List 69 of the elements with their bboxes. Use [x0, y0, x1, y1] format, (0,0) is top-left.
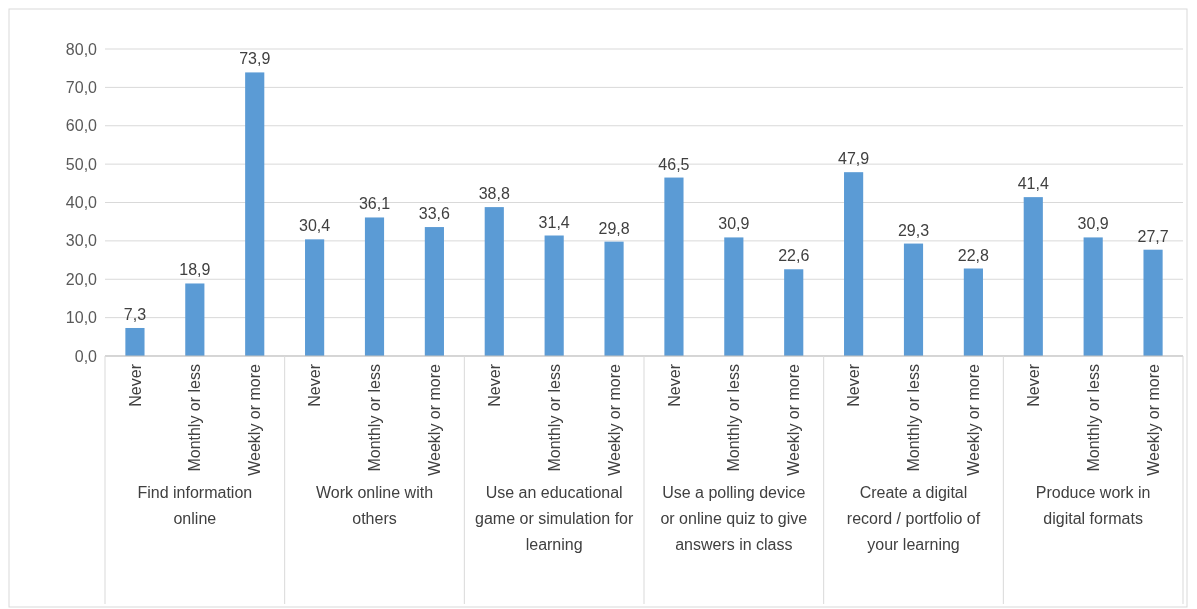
bar [784, 269, 804, 356]
bar [604, 241, 624, 356]
x-tick-label: Never [126, 363, 144, 407]
data-label: 29,3 [897, 221, 930, 239]
text: Work online with others [315, 484, 434, 527]
bar [903, 243, 924, 356]
data-label: 22,6 [778, 247, 810, 265]
data-label: 33,6 [418, 205, 451, 223]
y-tick-label: 80,0 [65, 40, 98, 58]
bar [724, 237, 744, 356]
x-tick-label: Weekly or more [1144, 363, 1162, 476]
x-tick-label: Monthly or less [366, 364, 384, 472]
data-label: 46,5 [658, 155, 690, 173]
data-label: 36,1 [358, 195, 391, 213]
data-label: 73,9 [239, 50, 271, 68]
bar [844, 172, 864, 356]
data-label: 30,4 [299, 217, 331, 235]
x-tick-label: Weekly or more [605, 363, 623, 476]
y-tick-label: 10,0 [65, 309, 98, 327]
bar [1023, 197, 1043, 356]
x-tick-label: Monthly or less [545, 364, 563, 472]
data-label: 47,9 [838, 150, 870, 168]
data-label: 30,9 [1077, 215, 1109, 233]
x-tick-label: Monthly or less [186, 364, 204, 472]
text: Produce work in digital formats [1035, 484, 1151, 527]
data-label: 30,9 [718, 215, 750, 233]
bar [185, 283, 205, 356]
bar [1143, 249, 1163, 356]
data-label: 41,4 [1017, 175, 1049, 193]
x-tick-label: Monthly or less [905, 364, 923, 472]
x-tick-label: Weekly or more [785, 363, 803, 476]
y-tick-label: 50,0 [65, 155, 98, 173]
bar [664, 177, 684, 356]
bar [1083, 237, 1103, 356]
x-tick-label: Weekly or more [425, 363, 443, 476]
x-tick-label: Never [845, 363, 863, 407]
bar [125, 327, 145, 356]
x-tick-label: Monthly or less [1084, 364, 1102, 472]
bar [364, 217, 385, 356]
y-tick-label: 30,0 [65, 232, 98, 250]
bar [544, 235, 564, 356]
text: Use an educational game or simulation for learning [475, 484, 634, 553]
y-tick-label: 70,0 [65, 78, 98, 96]
x-tick-label: Never [1024, 363, 1042, 407]
y-tick-label: 0,0 [74, 347, 98, 365]
bar [963, 268, 983, 356]
data-label: 31,4 [538, 213, 570, 231]
data-label: 18,9 [179, 261, 211, 279]
bar [484, 207, 504, 356]
x-tick-label: Never [306, 363, 324, 407]
bar [305, 239, 325, 356]
data-label: 7,3 [123, 305, 147, 323]
text: Find information online [137, 484, 253, 527]
data-label: 38,8 [478, 185, 510, 203]
data-label: 27,7 [1137, 227, 1169, 245]
data-label: 29,8 [598, 219, 630, 237]
bar [424, 227, 444, 356]
x-tick-label: Weekly or more [964, 363, 982, 476]
x-tick-label: Never [665, 363, 683, 407]
y-tick-label: 20,0 [65, 270, 98, 288]
x-tick-label: Never [485, 363, 503, 407]
data-label: 22,8 [957, 246, 990, 264]
text: Use a polling device or online quiz to give answers in class [660, 484, 808, 553]
text: Create a digital record / portfolio of your learning [846, 484, 981, 553]
x-tick-label: Monthly or less [725, 364, 743, 472]
bar [245, 72, 265, 356]
x-tick-label: Weekly or more [246, 363, 264, 476]
y-tick-label: 40,0 [65, 194, 98, 212]
y-tick-label: 60,0 [65, 117, 98, 135]
